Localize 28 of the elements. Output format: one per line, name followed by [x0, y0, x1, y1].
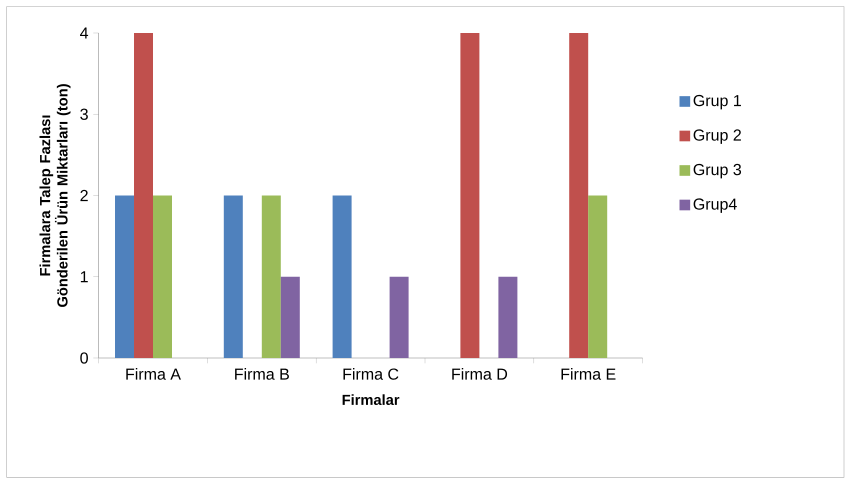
bar — [115, 195, 134, 358]
bar — [280, 276, 300, 358]
y-tick-label: 3 — [80, 108, 88, 120]
bar — [390, 276, 409, 358]
x-tick-label: Firma A — [126, 368, 181, 380]
y-tick-label: 1 — [80, 271, 88, 282]
legend-label: Grup 3 — [694, 164, 742, 178]
y-tick-label: 4 — [80, 27, 88, 38]
bar — [262, 195, 281, 358]
x-axis-title: Firmalar — [342, 394, 400, 406]
x-tick-label: Firma C — [343, 368, 398, 380]
bar — [224, 195, 243, 358]
bar — [332, 195, 352, 358]
legend-label: Grup 1 — [694, 94, 741, 110]
bar — [569, 32, 588, 358]
x-tick-label: Firma D — [452, 368, 508, 380]
x-tick-label: Firma B — [235, 368, 289, 380]
legend-label: Grup4 — [694, 198, 737, 213]
bar — [134, 32, 153, 358]
y-axis-title: Firmalara Talep Fazlası Gönderilen Ürün Miktarları (ton) — [40, 84, 70, 307]
bar — [460, 32, 480, 358]
bar — [153, 195, 172, 358]
y-tick-label: 2 — [80, 190, 88, 202]
x-tick-label: Firma E — [562, 368, 616, 380]
bar — [588, 195, 608, 358]
y-tick-label: 0 — [80, 352, 88, 364]
bar — [498, 276, 518, 358]
legend-label: Grup 2 — [694, 129, 741, 144]
